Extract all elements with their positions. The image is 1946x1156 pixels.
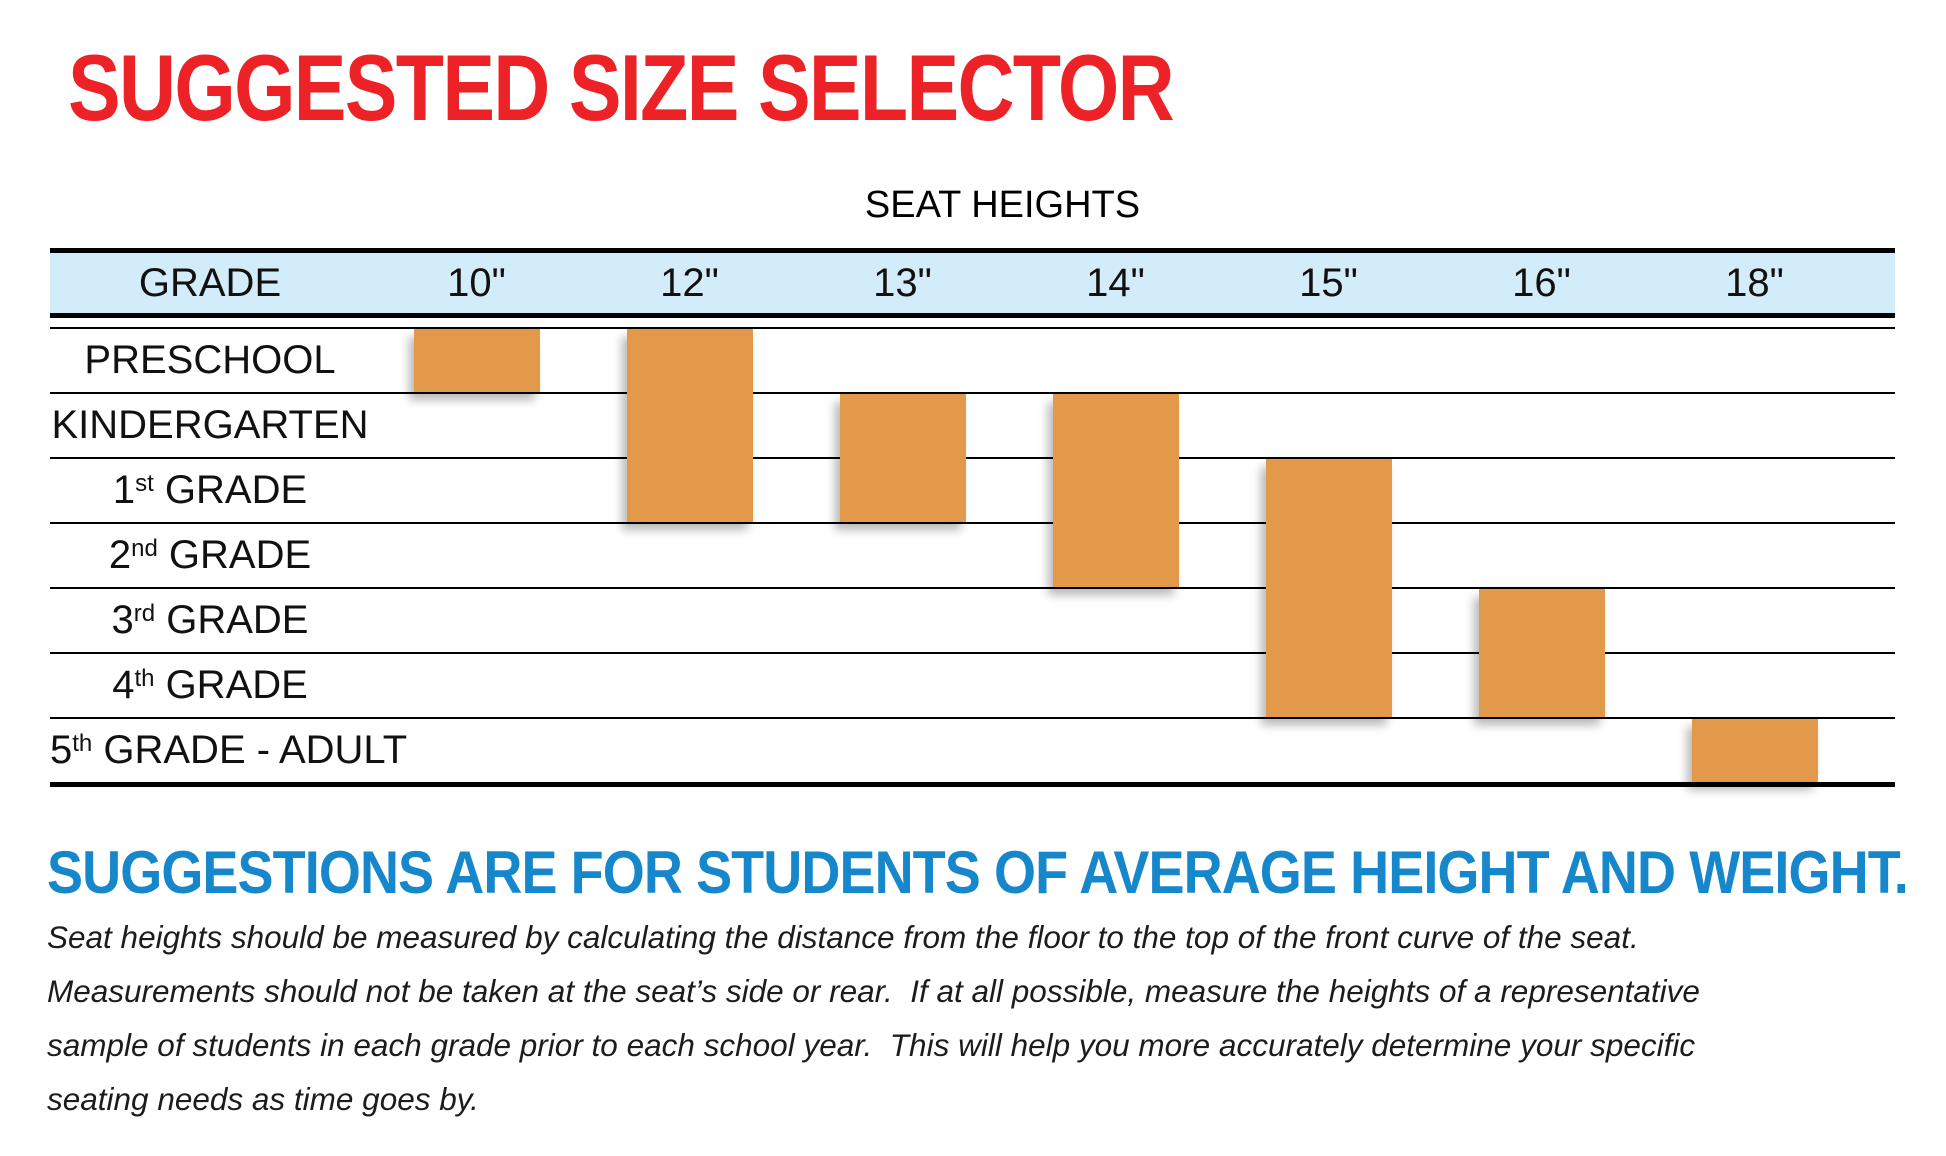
table-header-row: GRADE 10" 12" 13" 14" 15" 16" 18" [50,248,1895,318]
range-bar-12in [626,329,753,522]
column-header-18in: 18" [1725,260,1784,305]
footnote-heading: SUGGESTIONS ARE FOR STUDENTS OF AVERAGE … [47,839,1909,906]
range-bar-10in [413,329,540,392]
grade-row-label: 4th GRADE [112,663,308,707]
grade-row-label: 3rd GRADE [111,598,309,642]
grade-row: 2nd GRADE [50,524,1895,589]
ordinal-superscript: rd [133,600,156,628]
grade-row: 5th GRADE - ADULT [50,719,1895,784]
grade-row: 3rd GRADE [50,589,1895,654]
column-header-14in: 14" [1086,260,1145,305]
grade-row: PRESCHOOL [50,329,1895,394]
grade-row: 4th GRADE [50,654,1895,719]
column-header-10in: 10" [447,260,506,305]
grade-row: KINDERGARTEN [50,394,1895,459]
range-bar-18in [1691,719,1818,782]
grade-row-label: 2nd GRADE [108,533,312,577]
column-header-16in: 16" [1512,260,1571,305]
footnote-paragraph: Seat heights should be measured by calcu… [47,919,1700,1117]
grade-row: 1st GRADE [50,459,1895,524]
seat-heights-group-label: SEAT HEIGHTS [864,184,1141,226]
range-bar-14in [1052,394,1179,587]
table-body: PRESCHOOL KINDERGARTEN 1st GRADE 2nd GRADE 3… [50,327,1895,787]
grade-row-label: 5th GRADE - ADULT [50,728,408,772]
column-header-13in: 13" [873,260,932,305]
ordinal-superscript: th [134,665,155,693]
column-header-grade: GRADE [138,260,282,305]
page-title: SUGGESTED SIZE SELECTOR [68,35,1175,140]
ordinal-superscript: th [72,730,93,758]
size-selector-chart: GRADE 10" 12" 13" 14" 15" 16" 18" PRESCHOOL KIN… [50,248,1895,787]
column-header-12in: 12" [660,260,719,305]
grade-row-label: 1st GRADE [112,468,308,512]
range-bar-13in [839,394,966,522]
grade-row-label: KINDERGARTEN [51,403,369,447]
range-bar-15in [1265,459,1392,717]
ordinal-superscript: nd [131,535,158,563]
range-bar-16in [1478,589,1605,717]
grade-row-label: PRESCHOOL [84,338,336,382]
column-header-15in: 15" [1299,260,1358,305]
ordinal-superscript: st [135,470,154,498]
